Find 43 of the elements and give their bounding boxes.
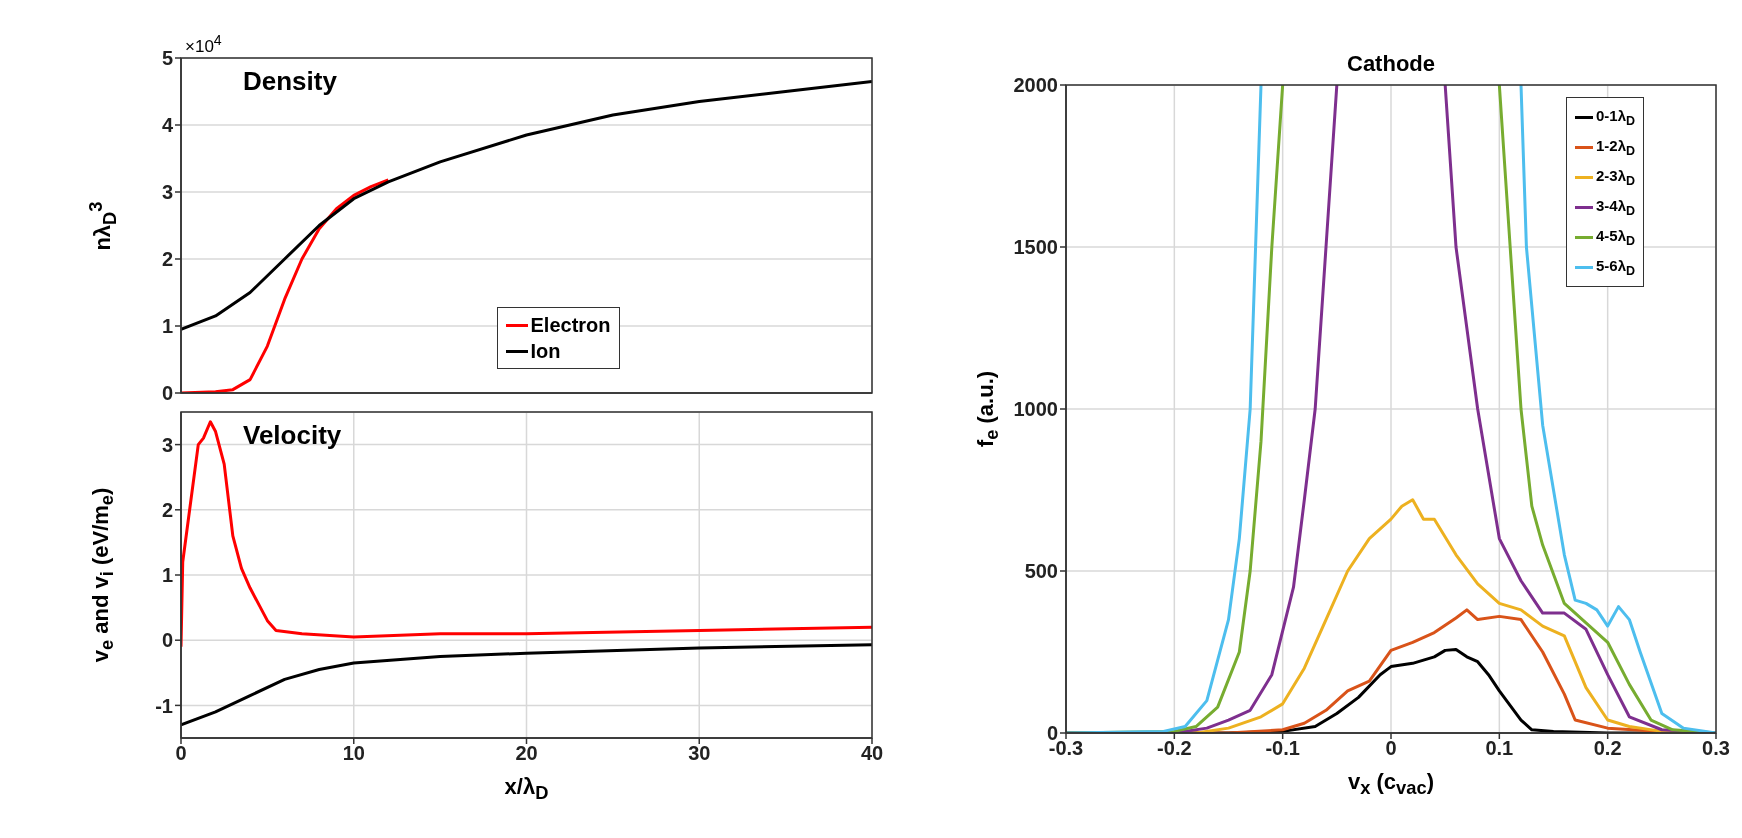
x-axis-title: x/λ$_{D}$: [504, 774, 549, 805]
x-tick-label: 0.1: [1485, 737, 1514, 760]
x-tick-label: 0: [1385, 737, 1397, 760]
y-tick-label: 3: [161, 433, 173, 456]
line-series: [181, 178, 390, 393]
x-tick-label: -0.1: [1265, 737, 1300, 760]
y-tick-label: 1: [161, 564, 173, 587]
legend-label: 2-3λ$_{D}$: [1596, 166, 1636, 188]
text: ×10$^{4}$: [185, 32, 222, 57]
x-tick-label: 0.3: [1702, 737, 1730, 760]
y-tick-label: 1000: [1013, 398, 1058, 421]
x-tick-label: -0.2: [1157, 737, 1192, 760]
legend-label: Ion: [530, 339, 561, 363]
legend-label: 1-2λ$_{D}$: [1596, 136, 1636, 158]
legend-label: 0-1λ$_{D}$: [1596, 106, 1636, 128]
y-tick-label: -1: [155, 694, 173, 717]
legend-label: 4-5λ$_{D}$: [1596, 226, 1636, 248]
legend-label: Electron: [530, 313, 611, 337]
x-tick-label: 20: [515, 742, 538, 765]
y-tick-label: 1500: [1013, 236, 1058, 259]
y-tick-label: 500: [1024, 560, 1058, 583]
chart-title: Velocity: [243, 420, 342, 451]
y-tick-label: 3: [161, 181, 173, 204]
x-tick-label: 0: [175, 742, 187, 765]
y-tick-label: 5: [161, 47, 173, 70]
x-tick-label: 40: [860, 742, 884, 765]
line-series: [181, 420, 872, 649]
x-axis-title: v$_{x}$ (c$_{vac}$): [1347, 769, 1435, 800]
x-tick-label: 30: [688, 742, 711, 765]
y-tick-label: 4: [161, 114, 174, 137]
chart-title: Cathode: [1346, 51, 1436, 77]
line-series: [181, 643, 872, 727]
y-tick-label: 0: [161, 629, 173, 652]
y-tick-label: 2: [161, 498, 173, 521]
y-tick-label: 0: [161, 382, 173, 405]
x-tick-label: 10: [342, 742, 365, 765]
y-tick-label: 2: [161, 248, 173, 271]
legend-label: 3-4λ$_{D}$: [1596, 196, 1636, 218]
chart-title: Density: [243, 66, 337, 97]
y-tick-label: 2000: [1013, 74, 1058, 97]
y-tick-label: 1: [161, 315, 173, 338]
legend-label: 5-6λ$_{D}$: [1596, 256, 1636, 278]
x-tick-label: 0.2: [1593, 737, 1622, 760]
